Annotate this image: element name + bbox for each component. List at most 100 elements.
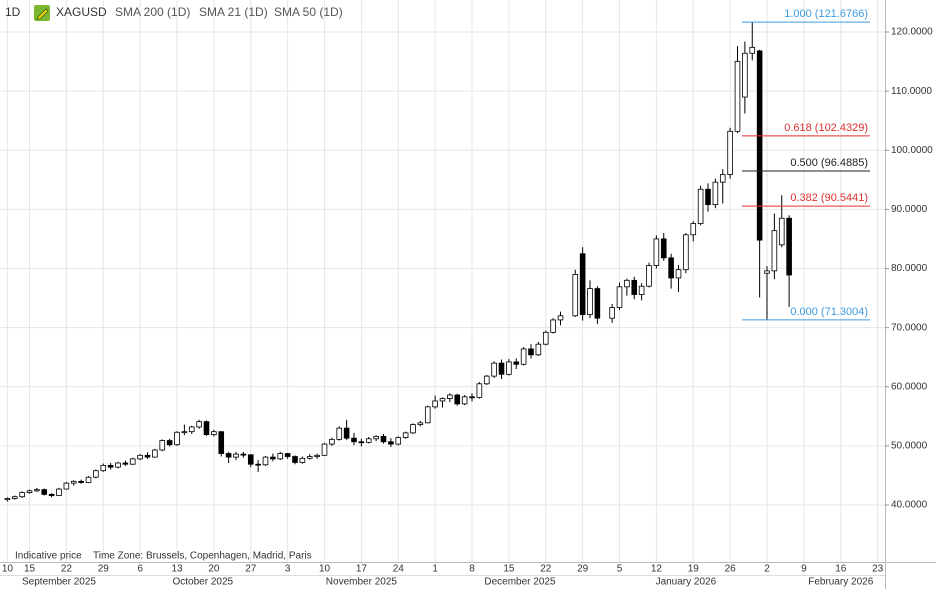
candle-body — [233, 453, 239, 458]
candle-body — [262, 456, 269, 466]
candle-body — [528, 348, 534, 356]
month-label: February 2026 — [808, 577, 873, 588]
candle-body — [646, 265, 652, 287]
symbol[interactable]: XAGUSD — [56, 5, 107, 19]
x-tick-label: 10 — [2, 564, 14, 575]
candle-body — [144, 454, 151, 458]
indicator[interactable]: SMA 50 (1D) — [274, 5, 343, 19]
candle-body — [660, 238, 667, 259]
candle-body — [218, 431, 225, 454]
candle-body — [225, 453, 232, 458]
candle-body — [609, 307, 615, 319]
x-tick-label: 29 — [98, 564, 110, 575]
candle-body — [41, 489, 48, 495]
interval[interactable]: 1D — [5, 5, 21, 19]
candle-body — [343, 427, 350, 439]
candle-body — [690, 223, 697, 236]
candle-body — [697, 188, 704, 224]
month-label: September 2025 — [22, 577, 96, 588]
candle-body — [351, 437, 357, 443]
candle-body — [115, 462, 121, 468]
candle-body — [292, 456, 298, 463]
candle-body — [498, 362, 505, 375]
candle-body — [78, 480, 84, 483]
x-tick-label: 9 — [801, 564, 807, 575]
x-tick-label: 26 — [725, 564, 737, 575]
candle-body — [188, 426, 195, 433]
candle-body — [100, 464, 107, 472]
candle-body — [373, 436, 379, 440]
fib-label: 0.382 (90.5441) — [790, 192, 868, 204]
candle-body — [705, 188, 711, 206]
month-label: January 2026 — [656, 577, 717, 588]
y-tick-label: 80.0000 — [891, 263, 928, 274]
x-tick-label: 6 — [137, 564, 143, 575]
fib-label: 1.000 (121.6766) — [784, 8, 868, 20]
candle-body — [159, 440, 166, 451]
candle-body — [174, 431, 180, 446]
y-tick-label: 100.0000 — [891, 145, 933, 156]
candle-body — [152, 449, 158, 458]
candle-body — [513, 361, 520, 365]
x-tick-label: 15 — [24, 564, 36, 575]
indicator[interactable]: SMA 21 (1D) — [199, 5, 268, 19]
candle-body — [26, 490, 33, 493]
candle-body — [93, 470, 99, 478]
y-tick-label: 110.0000 — [891, 86, 932, 97]
header: 1D XAGUSD SMA 200 (1D) SMA 21 (1D) SMA 5… — [5, 5, 343, 21]
candle-body — [749, 46, 756, 54]
candle-body — [653, 238, 660, 266]
candle-body — [402, 432, 409, 438]
candle-body — [476, 383, 483, 398]
candle-body — [270, 456, 276, 460]
candle-body — [395, 437, 402, 445]
candle-body — [550, 319, 556, 333]
x-tick-label: 22 — [540, 564, 552, 575]
note: Indicative price — [15, 551, 82, 562]
indicator[interactable]: SMA 200 (1D) — [115, 5, 190, 19]
x-tick-label: 20 — [208, 564, 220, 575]
candle-body — [240, 453, 247, 456]
candle-body — [277, 453, 284, 460]
fibonacci: 1.000 (121.6766) 0.618 (102.4329) 0.500 (9… — [742, 8, 870, 321]
candle-body — [587, 288, 593, 316]
candle-body — [380, 436, 387, 443]
candle-body — [439, 398, 446, 402]
candle-body — [734, 61, 741, 132]
candle-body — [56, 488, 62, 496]
candle-body — [321, 443, 328, 456]
x-tick-label: 13 — [171, 564, 183, 575]
fib-label: 0.000 (71.3004) — [790, 306, 868, 318]
candle-body — [85, 476, 92, 483]
candle-body — [572, 274, 579, 317]
candle-body — [34, 489, 40, 492]
candle-body — [410, 424, 416, 434]
x-tick-label: 10 — [319, 564, 331, 575]
candle-body — [594, 288, 601, 319]
candle-body — [211, 431, 217, 436]
candle-body — [535, 343, 542, 356]
candle-body — [506, 361, 512, 375]
month-label: October 2025 — [173, 577, 234, 588]
candle-body — [365, 438, 372, 443]
symbol-icon-pencil — [36, 8, 49, 20]
candle-body — [203, 421, 210, 436]
x-tick-label: 3 — [285, 564, 291, 575]
candle-body — [520, 348, 527, 365]
candle-body — [683, 234, 689, 271]
candle-body — [557, 315, 564, 321]
x-tick-label: 23 — [872, 564, 884, 575]
candle-body — [137, 454, 143, 460]
y-tick-label: 40.0000 — [891, 500, 928, 511]
candle-body — [756, 50, 763, 241]
candle-body — [255, 463, 261, 466]
x-tick-label: 24 — [393, 564, 405, 575]
candle-body — [388, 441, 394, 445]
candle-body — [764, 270, 770, 274]
candle-body — [675, 269, 682, 279]
x-tick-label: 15 — [503, 564, 515, 575]
candle-body — [469, 396, 475, 399]
candle-body — [461, 396, 468, 405]
x-tick-label: 19 — [688, 564, 700, 575]
candle-body — [719, 174, 726, 183]
